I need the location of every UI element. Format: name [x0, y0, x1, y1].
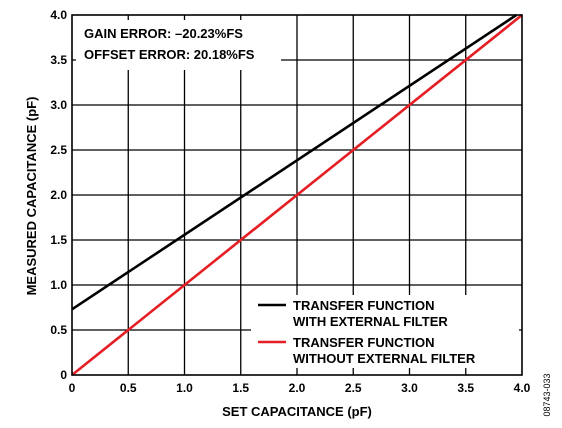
y-tick-label: 4.0	[50, 8, 67, 22]
legend: TRANSFER FUNCTION WITH EXTERNAL FILTER T…	[251, 295, 519, 368]
offset-error-annotation: OFFSET ERROR: 20.18%FS	[84, 47, 255, 62]
x-axis-title: SET CAPACITANCE (pF)	[222, 404, 372, 419]
y-axis-title: MEASURED CAPACITANCE (pF)	[24, 97, 39, 296]
x-tick-label: 2.0	[289, 381, 306, 395]
legend-background	[251, 295, 519, 368]
legend-label-without-filter-line2: WITHOUT EXTERNAL FILTER	[293, 351, 476, 366]
x-tick-label: 4.0	[514, 381, 531, 395]
x-tick-label: 0.5	[120, 381, 137, 395]
series-line-with-filter	[71, 13, 518, 311]
y-tick-label: 3.0	[50, 98, 67, 112]
legend-label-with-filter-line1: TRANSFER FUNCTION	[293, 298, 435, 313]
tick-labels: 0 0.5 1.0 1.5 2.0 2.5 3.0 3.5 4.0 0 0.5 1.0 1.5 2.0 2.…	[50, 8, 530, 395]
x-tick-label: 0	[69, 381, 76, 395]
legend-label-without-filter-line1: TRANSFER FUNCTION	[293, 335, 435, 350]
y-tick-label: 2.0	[50, 188, 67, 202]
gain-error-annotation: GAIN ERROR: –20.23%FS	[84, 26, 243, 41]
series-line-without-filter	[71, 13, 523, 377]
x-tick-label: 1.0	[176, 381, 193, 395]
x-tick-label: 3.5	[457, 381, 474, 395]
annotation-background	[76, 20, 281, 70]
y-tick-label: 3.5	[50, 53, 67, 67]
x-tick-label: 1.5	[232, 381, 249, 395]
x-tick-label: 3.0	[401, 381, 418, 395]
y-tick-label: 1.0	[50, 278, 67, 292]
legend-label-with-filter-line2: WITH EXTERNAL FILTER	[293, 314, 448, 329]
plot-frame	[71, 14, 523, 376]
y-tick-label: 2.5	[50, 143, 67, 157]
figure-id: 08743-033	[542, 373, 552, 416]
annotation-box: GAIN ERROR: –20.23%FS OFFSET ERROR: 20.1…	[76, 20, 281, 70]
y-tick-label: 0.5	[50, 323, 67, 337]
y-tick-label: 1.5	[50, 233, 67, 247]
y-tick-label: 0	[60, 368, 67, 382]
plot-border	[71, 14, 523, 376]
x-tick-label: 2.5	[345, 381, 362, 395]
series-lines	[71, 13, 523, 377]
